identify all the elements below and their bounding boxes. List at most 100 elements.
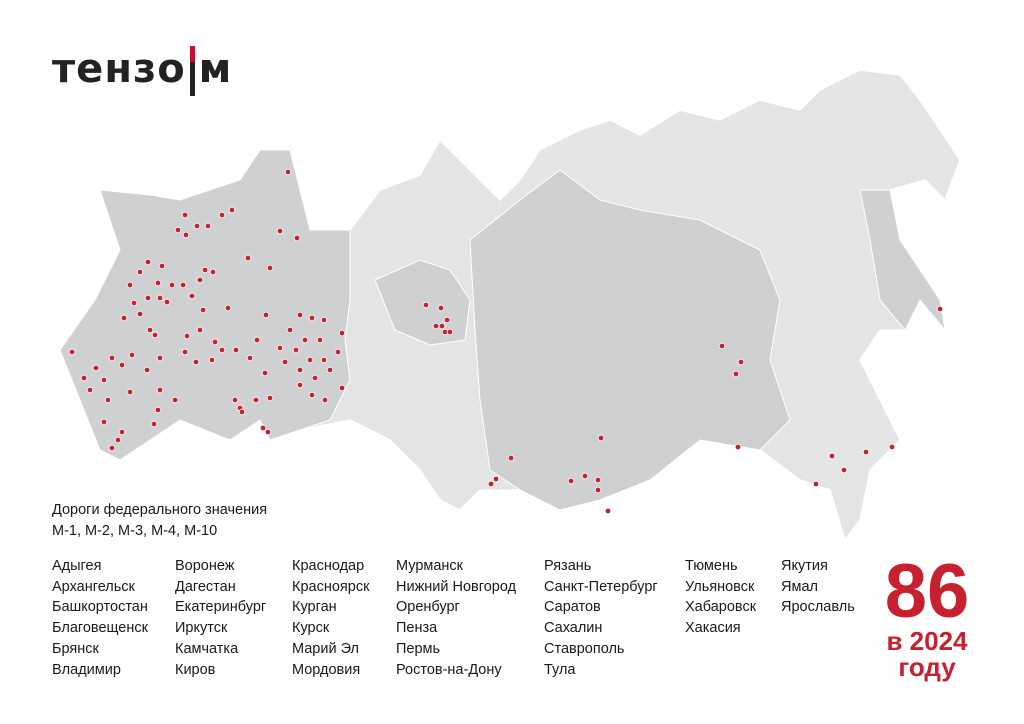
city-markers xyxy=(68,168,944,515)
city-marker xyxy=(492,475,500,483)
region-name: Киров xyxy=(175,661,216,678)
logo-bar-icon xyxy=(189,46,195,96)
city-marker xyxy=(150,420,158,428)
region-name: Курск xyxy=(292,620,330,637)
city-marker xyxy=(338,329,346,337)
city-marker xyxy=(224,304,232,312)
city-marker xyxy=(144,294,152,302)
city-marker xyxy=(100,376,108,384)
region-name: Сахалин xyxy=(544,620,603,637)
region-name: Хакасия xyxy=(685,620,741,637)
city-marker xyxy=(308,391,316,399)
city-marker xyxy=(732,370,740,378)
city-marker xyxy=(432,322,440,330)
far-east-regions xyxy=(859,189,946,332)
region-name: Санкт-Петербург xyxy=(544,578,658,595)
city-marker xyxy=(154,406,162,414)
city-marker xyxy=(338,384,346,392)
region-name: Хабаровск xyxy=(685,599,757,616)
city-marker xyxy=(204,222,212,230)
city-marker xyxy=(812,480,820,488)
region-column: Рязань Санкт-Петербург Саратов Сахалин Ставр… xyxy=(544,556,658,680)
city-marker xyxy=(156,294,164,302)
region-column: Тюмень Ульяновск Хабаровск Хакасия xyxy=(685,556,756,639)
city-marker xyxy=(218,211,226,219)
legend-title: Дороги федерального значения xyxy=(52,502,268,518)
logo: тензо м xyxy=(52,46,232,96)
city-marker xyxy=(114,436,122,444)
city-marker xyxy=(306,356,314,364)
region-column: Мурманск Нижний Новгород Оренбург Пенза Перм… xyxy=(396,556,516,680)
city-marker xyxy=(118,361,126,369)
city-marker xyxy=(181,211,189,219)
ural-regions xyxy=(374,259,471,346)
city-marker xyxy=(163,298,171,306)
city-marker xyxy=(136,310,144,318)
city-marker xyxy=(108,354,116,362)
region-name: Мурманск xyxy=(396,558,464,574)
city-marker xyxy=(199,306,207,314)
city-marker xyxy=(443,316,451,324)
city-marker xyxy=(228,206,236,214)
city-marker xyxy=(438,322,446,330)
legend: Дороги федерального значения М-1, М-2, М… xyxy=(52,500,267,542)
city-marker xyxy=(604,507,612,515)
city-marker xyxy=(276,344,284,352)
city-marker xyxy=(209,268,217,276)
city-marker xyxy=(244,254,252,262)
city-marker xyxy=(311,374,319,382)
city-marker xyxy=(188,292,196,300)
city-marker xyxy=(284,168,292,176)
western-regions xyxy=(59,149,351,461)
city-marker xyxy=(196,326,204,334)
city-marker xyxy=(80,374,88,382)
city-marker xyxy=(238,408,246,416)
region-name: Рязань xyxy=(544,558,592,574)
region-name: Ростов-на-Дону xyxy=(396,661,502,678)
counter-year: в 2024 xyxy=(886,626,968,656)
city-marker xyxy=(179,281,187,289)
region-name: Дагестан xyxy=(175,578,236,595)
city-marker xyxy=(182,231,190,239)
city-marker xyxy=(266,394,274,402)
city-marker xyxy=(126,281,134,289)
city-marker xyxy=(231,396,239,404)
city-marker xyxy=(840,466,848,474)
city-marker xyxy=(192,358,200,366)
region-name: Марий Эл xyxy=(292,640,359,657)
region-name: Благовещенск xyxy=(52,620,148,637)
city-marker xyxy=(296,366,304,374)
region-name: Тула xyxy=(544,661,576,678)
city-marker xyxy=(171,396,179,404)
city-marker xyxy=(261,369,269,377)
city-marker xyxy=(146,326,154,334)
region-name: Тюмень xyxy=(685,558,738,574)
region-column: Краснодар Красноярск Курган Курск Марий Эл Мо… xyxy=(292,556,369,680)
region-counter: 86 в 2024 году xyxy=(872,554,982,681)
region-name: Иркутск xyxy=(175,620,228,637)
city-marker xyxy=(143,366,151,374)
city-marker xyxy=(100,418,108,426)
city-marker xyxy=(158,262,166,270)
region-name: Мордовия xyxy=(292,661,361,678)
region-name: Архангельск xyxy=(52,578,135,595)
city-marker xyxy=(108,444,116,452)
city-marker xyxy=(422,301,430,309)
siberian-regions xyxy=(469,169,791,511)
city-marker xyxy=(232,346,240,354)
region-name: Башкортостан xyxy=(52,599,148,616)
city-marker xyxy=(156,354,164,362)
region-name: Якутия xyxy=(781,558,828,574)
city-marker xyxy=(126,388,134,396)
city-marker xyxy=(154,279,162,287)
logo-text: тензо xyxy=(52,46,186,92)
region-name: Владимир xyxy=(52,661,121,678)
region-name: Адыгея xyxy=(52,558,102,574)
city-marker xyxy=(183,332,191,340)
city-marker xyxy=(262,311,270,319)
city-marker xyxy=(718,342,726,350)
city-marker xyxy=(320,316,328,324)
city-marker xyxy=(68,348,76,356)
